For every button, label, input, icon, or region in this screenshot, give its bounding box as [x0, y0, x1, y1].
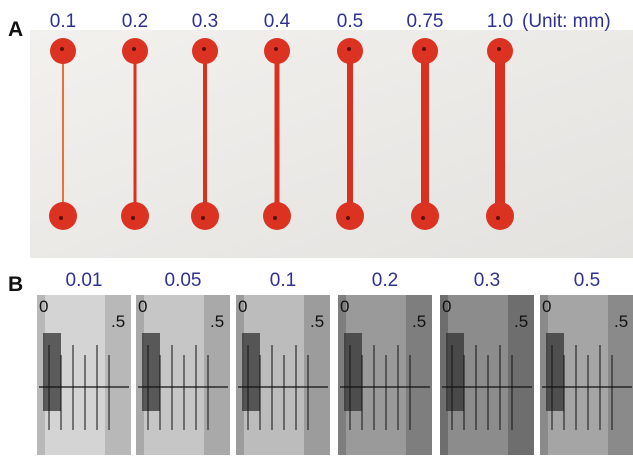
scale-label: 0	[238, 297, 247, 316]
channel	[495, 50, 505, 216]
width-label: 0.3	[192, 11, 218, 32]
scale-label: 0	[340, 297, 349, 316]
scale-label: .5	[310, 312, 324, 331]
hole	[346, 216, 350, 220]
image-label: 0.5	[574, 270, 600, 291]
hole	[59, 216, 63, 220]
reservoir	[50, 38, 76, 64]
photo-a	[30, 30, 633, 258]
reservoir	[336, 202, 364, 230]
width-label: 0.4	[264, 11, 291, 32]
scale-label: .5	[412, 312, 426, 331]
image-label: 0.1	[270, 270, 296, 291]
image-label: 0.05	[165, 270, 202, 291]
figure: A B 0.10.20.30.40.50.751.0(Unit: mm)0.01…	[0, 0, 633, 457]
width-label: 0.1	[50, 11, 76, 32]
image-label: 0.3	[474, 270, 500, 291]
scale-label: .5	[514, 312, 528, 331]
reservoir	[121, 202, 149, 230]
image-label: 0.2	[372, 270, 398, 291]
hole	[421, 216, 425, 220]
hole	[131, 216, 135, 220]
width-label: 0.75	[407, 11, 444, 32]
dark-block	[43, 333, 61, 411]
reservoir	[49, 202, 77, 230]
hole	[422, 47, 426, 51]
reservoir	[263, 202, 291, 230]
scale-label: 0	[39, 297, 48, 316]
reservoir	[487, 38, 513, 64]
scale-label: 0	[442, 297, 451, 316]
scale-label: 0	[542, 297, 551, 316]
reservoir	[412, 38, 438, 64]
hole	[60, 47, 64, 51]
width-label: 1.0	[487, 11, 513, 32]
dark-block	[446, 333, 464, 411]
panel-label: A	[8, 18, 23, 41]
image-label: 0.01	[66, 270, 103, 291]
hole	[274, 47, 278, 51]
reservoir	[192, 38, 218, 64]
reservoir	[411, 202, 439, 230]
scale-label: .5	[210, 312, 224, 331]
panel-label: B	[8, 273, 23, 296]
dark-block	[344, 333, 362, 411]
channel	[275, 50, 280, 216]
dark-block	[546, 333, 564, 411]
width-label: 0.5	[337, 11, 363, 32]
scale-label: 0	[138, 297, 147, 316]
reservoir	[264, 38, 290, 64]
reservoir	[191, 202, 219, 230]
hole	[202, 47, 206, 51]
scale-label: .5	[614, 312, 628, 331]
scale-label: .5	[111, 312, 125, 331]
hole	[497, 47, 501, 51]
channel	[62, 50, 64, 216]
hole	[201, 216, 205, 220]
unit-label: (Unit: mm)	[522, 11, 611, 32]
hole	[132, 47, 136, 51]
width-label: 0.2	[122, 11, 148, 32]
reservoir	[486, 202, 514, 230]
dark-block	[142, 333, 160, 411]
reservoir	[122, 38, 148, 64]
channel	[203, 50, 207, 216]
channel	[134, 50, 137, 216]
hole	[496, 216, 500, 220]
channel	[347, 50, 353, 216]
channel	[421, 50, 429, 216]
hole	[347, 47, 351, 51]
reservoir	[337, 38, 363, 64]
hole	[273, 216, 277, 220]
dark-block	[242, 333, 260, 411]
